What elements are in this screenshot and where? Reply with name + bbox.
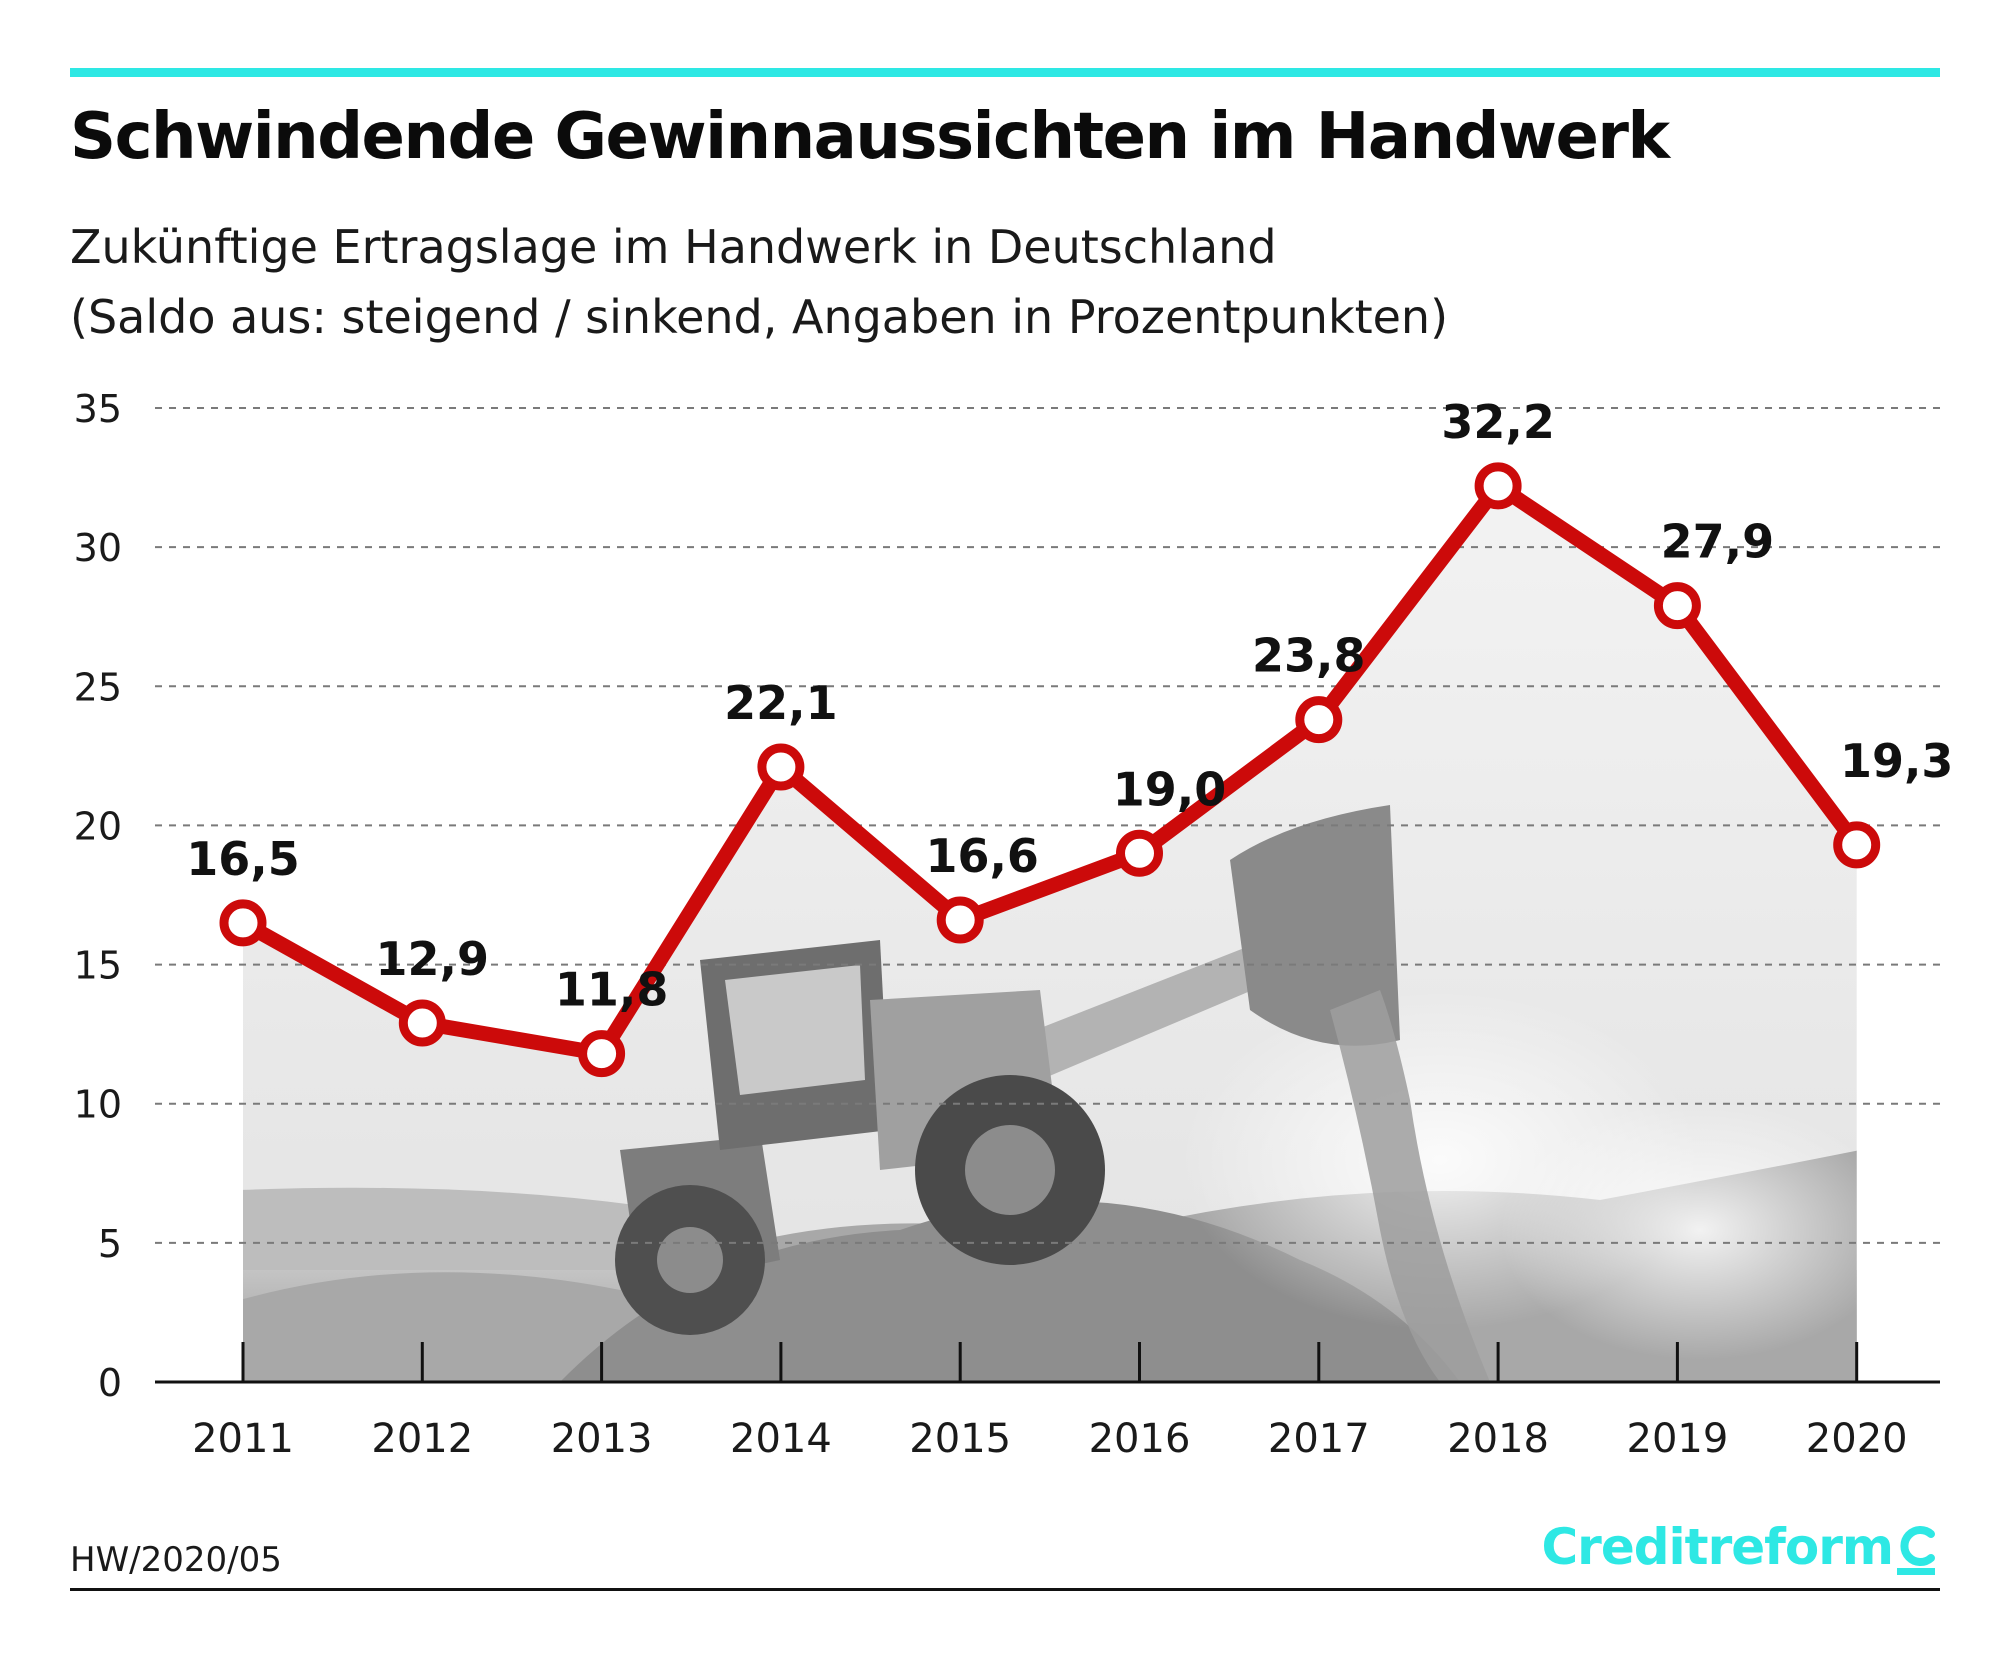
data-label-2016: 19,0 xyxy=(1113,762,1227,816)
data-label-2015: 16,6 xyxy=(925,829,1039,883)
data-label-2017: 23,8 xyxy=(1252,629,1366,683)
x-tick-label-2011: 2011 xyxy=(192,1416,294,1462)
data-label-2018: 32,2 xyxy=(1441,395,1555,449)
x-tick-label-2014: 2014 xyxy=(730,1416,832,1462)
data-point-2016 xyxy=(1116,829,1163,877)
y-tick-label-20: 20 xyxy=(74,804,122,848)
data-label-2012: 12,9 xyxy=(376,932,490,986)
data-point-2020 xyxy=(1833,821,1881,869)
subtitle-line-1: Zukünftige Ertragslage im Handwerk in De… xyxy=(70,220,1277,274)
y-tick-label-15: 15 xyxy=(74,944,122,988)
y-tick-label-5: 5 xyxy=(98,1222,122,1266)
data-points xyxy=(219,462,1881,1078)
x-axis-ticks: 2011 2012 2013 2014 2015 2016 2017 2018 2019 2020 xyxy=(192,1342,1908,1462)
chart-subtitle: Zukünftige Ertragslage im Handwerk in De… xyxy=(70,212,1448,352)
data-label-2013: 11,8 xyxy=(555,963,669,1017)
y-tick-label-0: 0 xyxy=(98,1361,122,1405)
gridlines xyxy=(155,407,1940,1244)
data-label-2019: 27,9 xyxy=(1661,515,1775,569)
data-point-2012 xyxy=(398,999,446,1047)
x-tick-label-2013: 2013 xyxy=(551,1416,653,1462)
x-tick-label-2017: 2017 xyxy=(1268,1416,1370,1462)
y-tick-label-35: 35 xyxy=(74,387,122,431)
background-photo-wheel-loader xyxy=(243,485,1857,1382)
series-line-group xyxy=(235,478,1865,1062)
data-point-2014 xyxy=(757,743,805,791)
y-tick-label-30: 30 xyxy=(74,526,122,570)
y-axis-tick-labels: 0 5 10 15 20 25 30 35 xyxy=(74,387,122,1405)
brand-name: Creditreform xyxy=(1541,1518,1894,1576)
data-point-2017 xyxy=(1295,696,1343,744)
y-tick-label-25: 25 xyxy=(74,665,122,709)
data-point-2015 xyxy=(936,896,984,944)
x-tick-label-2018: 2018 xyxy=(1447,1416,1549,1462)
data-point-2013 xyxy=(578,1030,626,1078)
series-line xyxy=(235,478,1865,1062)
data-point-2011 xyxy=(219,899,267,947)
brand-c-icon xyxy=(1897,1526,1935,1575)
brand-logo: Creditreform xyxy=(1541,1518,1939,1576)
data-label-2020: 19,3 xyxy=(1840,734,1954,788)
x-tick-label-2020: 2020 xyxy=(1806,1416,1908,1462)
subtitle-line-2: (Saldo aus: steigend / sinkend, Angaben … xyxy=(70,290,1449,344)
bottom-rule xyxy=(70,1588,1940,1591)
x-tick-label-2016: 2016 xyxy=(1089,1416,1191,1462)
data-labels: 16,5 12,9 11,8 22,1 16,6 19,0 23,8 32,2 27,9 19,3 xyxy=(186,395,1953,1017)
data-point-2019 xyxy=(1653,582,1701,630)
chart-title: Schwindende Gewinnaussichten im Handwerk xyxy=(70,100,1670,174)
x-tick-label-2015: 2015 xyxy=(909,1416,1011,1462)
data-label-2011: 16,5 xyxy=(186,832,300,886)
y-tick-label-10: 10 xyxy=(74,1083,122,1127)
x-tick-label-2019: 2019 xyxy=(1627,1416,1729,1462)
top-accent-rule xyxy=(70,68,1940,77)
data-point-2018 xyxy=(1474,462,1522,510)
source-code: HW/2020/05 xyxy=(70,1540,282,1580)
data-label-2014: 22,1 xyxy=(724,676,838,730)
x-tick-label-2012: 2012 xyxy=(371,1416,473,1462)
